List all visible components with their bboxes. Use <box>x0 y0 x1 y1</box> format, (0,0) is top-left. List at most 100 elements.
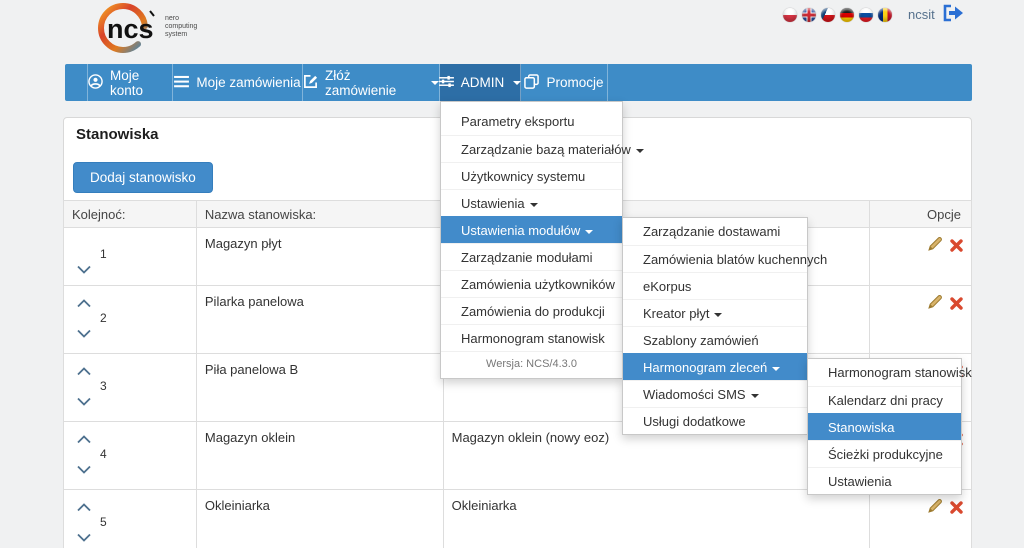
menu-item-ekorpus[interactable]: eKorpus <box>623 272 807 299</box>
move-down-icon[interactable] <box>76 462 188 477</box>
order-number: 5 <box>100 515 107 529</box>
menu-item-harmonogram-stanowisk[interactable]: Harmonogram stanowisk <box>441 324 622 351</box>
logged-user-name: ncsit <box>908 7 935 22</box>
menu-item-harmonogram-stanowisk-sub[interactable]: Harmonogram stanowisk <box>828 365 972 380</box>
move-down-icon[interactable] <box>76 262 188 277</box>
move-down-icon[interactable] <box>76 394 188 409</box>
version-label: Wersja: NCS/4.3.0 <box>441 351 622 376</box>
edit-pencil-icon[interactable] <box>927 294 943 313</box>
menu-item-zarzadzanie-dostawami[interactable]: Zarządzanie dostawami <box>643 224 781 239</box>
menu-item-zarzadzanie-baza-materialow[interactable]: Zarządzanie bazą materiałów <box>441 135 644 162</box>
slovakia-flag-icon[interactable] <box>859 8 873 22</box>
move-up-icon[interactable] <box>76 500 188 515</box>
chevron-down-icon <box>714 312 723 317</box>
edit-pencil-icon[interactable] <box>927 498 943 517</box>
nav-item-admin[interactable]: ADMIN <box>438 64 522 101</box>
menu-item-uslugi-dodatkowe[interactable]: Usługi dodatkowe <box>623 407 807 434</box>
admin-dropdown-menu: Parametry eksportu Zarządzanie bazą mate… <box>440 101 644 379</box>
chevron-down-icon <box>431 80 439 85</box>
order-number: 3 <box>100 379 107 393</box>
order-number: 1 <box>100 247 107 261</box>
order-controls: 2 <box>72 294 188 341</box>
move-down-icon[interactable] <box>76 530 188 545</box>
list-icon <box>174 75 190 91</box>
menu-item-uzytkownicy-systemu[interactable]: Użytkownicy systemu <box>441 162 622 189</box>
copy-icon <box>524 73 540 92</box>
delete-x-icon[interactable] <box>950 501 963 517</box>
menu-item-ustawienia[interactable]: Ustawienia <box>441 189 622 216</box>
czech-flag-icon[interactable] <box>821 8 835 22</box>
logo-text-svg: ncs <box>107 14 154 44</box>
user-circle-icon <box>88 73 103 92</box>
nav-item-label: Złóż zamówienie <box>325 67 397 98</box>
chevron-down-icon <box>750 393 759 398</box>
col-header-nazwa: Nazwa stanowiska: <box>195 200 444 228</box>
menu-item-harmonogram-zlecen[interactable]: Harmonogram zleceń <box>623 353 807 380</box>
chevron-down-icon <box>772 366 781 371</box>
table-row: 4 Magazyn oklein Magazyn oklein (nowy eo… <box>63 421 972 490</box>
navbar-left-pad <box>65 64 88 101</box>
main-navbar: Moje konto Moje zamówienia Złóż zamówien… <box>65 64 972 101</box>
col-header-opcje: Opcje <box>869 200 972 228</box>
menu-item-parametry-eksportu[interactable]: Parametry eksportu <box>461 114 575 129</box>
order-controls: 4 <box>72 430 188 477</box>
col-header-kolejnosc: Kolejnoć: <box>63 200 197 228</box>
menu-item-szablony-zamowien[interactable]: Szablony zamówień <box>623 326 807 353</box>
stanowisko-name: Pilarka panelowa <box>195 285 444 354</box>
stanowisko-name: Piła panelowa B <box>195 353 444 422</box>
menu-item-zamowienia-do-produkcji[interactable]: Zamówienia do produkcji <box>441 297 622 324</box>
stanowisko-name: Okleiniarka <box>195 489 444 548</box>
nav-item-label: Promocje <box>546 75 604 90</box>
order-controls: 3 <box>72 362 188 409</box>
nav-item-label: ADMIN <box>460 75 505 90</box>
move-down-icon[interactable] <box>76 326 188 341</box>
stanowisko-name: Magazyn oklein <box>195 421 444 490</box>
menu-item-stanowiska[interactable]: Stanowiska <box>808 413 961 440</box>
chevron-down-icon <box>635 148 644 153</box>
move-up-icon[interactable] <box>76 296 188 311</box>
logo-subtext: nero computing system <box>165 15 198 38</box>
delete-x-icon[interactable] <box>950 239 963 255</box>
add-stanowisko-button[interactable]: Dodaj stanowisko <box>73 162 213 193</box>
nav-item-zloz-zamowienie[interactable]: Złóż zamówienie <box>303 64 440 101</box>
sliders-icon <box>438 75 454 91</box>
language-flags <box>783 8 892 22</box>
edit-icon <box>303 74 318 92</box>
ncs-logo: ncs nero computing system <box>93 1 197 55</box>
ncs-logo-ring: ncs <box>98 3 155 53</box>
move-up-icon[interactable] <box>76 432 188 447</box>
order-number: 4 <box>100 447 107 461</box>
nav-item-label: Moje konto <box>110 67 144 98</box>
nav-item-moje-zamowienia[interactable]: Moje zamówienia <box>173 64 303 101</box>
nav-item-moje-konto[interactable]: Moje konto <box>88 64 173 101</box>
nav-item-promocje[interactable]: Promocje <box>521 64 608 101</box>
romania-flag-icon[interactable] <box>878 8 892 22</box>
menu-item-kreator-plyt[interactable]: Kreator płyt <box>623 299 807 326</box>
order-controls: 5 <box>72 498 188 545</box>
menu-item-kalendarz-dni-pracy[interactable]: Kalendarz dni pracy <box>808 386 961 413</box>
edit-pencil-icon[interactable] <box>927 236 943 255</box>
logout-icon[interactable] <box>941 3 965 28</box>
order-controls: 1 <box>72 236 188 277</box>
nav-item-label: Moje zamówienia <box>196 75 301 90</box>
chevron-down-icon <box>513 80 522 85</box>
move-up-icon[interactable] <box>76 364 188 379</box>
poland-flag-icon[interactable] <box>783 8 797 22</box>
menu-item-zamowienia-blatow[interactable]: Zamówienia blatów kuchennych <box>623 245 827 272</box>
menu-item-ustawienia-sub[interactable]: Ustawienia <box>808 467 961 494</box>
chevron-down-icon <box>529 202 538 207</box>
menu-item-zarzadzanie-modulami[interactable]: Zarządzanie modułami <box>441 243 622 270</box>
menu-item-wiadomosci-sms[interactable]: Wiadomości SMS <box>623 380 807 407</box>
order-number: 2 <box>100 311 107 325</box>
chevron-down-icon <box>585 229 594 234</box>
page-title: Stanowiska <box>76 126 159 143</box>
germany-flag-icon[interactable] <box>840 8 854 22</box>
delete-x-icon[interactable] <box>950 297 963 313</box>
menu-item-zamowienia-uzytkownikow[interactable]: Zamówienia użytkowników <box>441 270 622 297</box>
modules-submenu: Zarządzanie dostawami Zamówienia blatów … <box>622 217 827 435</box>
menu-item-ustawienia-modulow[interactable]: Ustawienia modułów <box>441 216 622 243</box>
uk-flag-icon[interactable] <box>802 8 816 22</box>
menu-item-sciezki-produkcyjne[interactable]: Ścieżki produkcyjne <box>808 440 961 467</box>
table-row: 5 Okleiniarka Okleiniarka <box>63 489 972 548</box>
schedule-submenu: Harmonogram stanowisk Kalendarz dni prac… <box>807 358 972 495</box>
